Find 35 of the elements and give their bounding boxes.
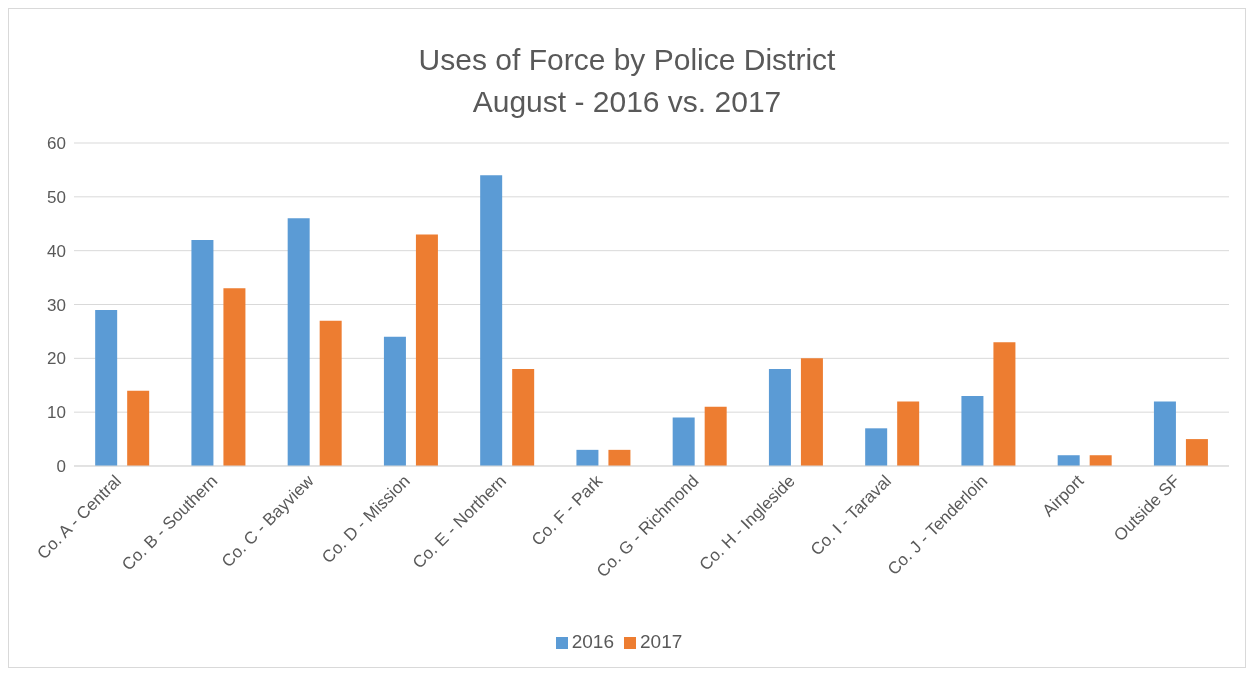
bar [608, 449, 631, 466]
bar [319, 320, 342, 466]
bar [287, 218, 310, 466]
legend-label: 2017 [640, 631, 683, 652]
bar [865, 428, 888, 466]
chart-title: Uses of Force by Police District [417, 42, 837, 78]
chart-subtitle: August - 2016 vs. 2017 [471, 84, 783, 120]
y-tick-label: 10 [47, 403, 66, 423]
bar [415, 234, 438, 466]
bar [95, 309, 118, 466]
bar [576, 449, 599, 466]
bar [383, 336, 406, 466]
bar [191, 239, 214, 466]
bar [223, 288, 246, 466]
bar [993, 342, 1016, 466]
y-tick-label: 20 [47, 349, 66, 369]
bar [127, 390, 150, 466]
bar [961, 396, 984, 466]
bar [480, 175, 503, 466]
bar [1185, 439, 1208, 466]
bar [897, 401, 920, 466]
bar [672, 417, 695, 466]
bar [800, 358, 823, 466]
y-tick-label: 40 [47, 241, 66, 261]
y-tick-label: 0 [56, 457, 66, 477]
bar [768, 369, 791, 466]
y-tick-label: 50 [47, 187, 66, 207]
bar [1153, 401, 1176, 466]
y-tick-label: 30 [47, 295, 66, 315]
bar [704, 406, 727, 466]
bar [1057, 455, 1080, 466]
legend-label: 2016 [571, 631, 614, 652]
bar [512, 369, 535, 466]
y-tick-label: 60 [47, 134, 66, 154]
bar [1089, 455, 1112, 466]
